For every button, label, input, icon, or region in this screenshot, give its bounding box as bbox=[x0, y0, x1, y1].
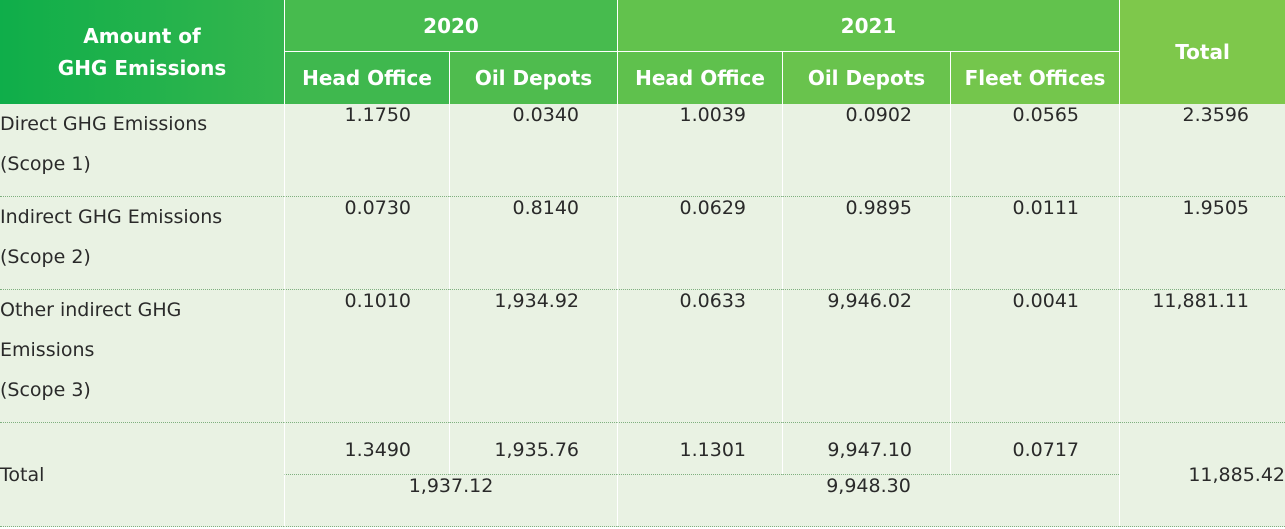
table-row-year-sums: 1,937.12 9,948.30 bbox=[0, 475, 1285, 527]
row-label-scope-1: Direct GHG Emissions (Scope 1) bbox=[0, 104, 284, 197]
cell-row-total: 11,881.11 bbox=[1119, 290, 1285, 423]
table-row-scope-3: Other indirect GHG Emissions (Scope 3) 0… bbox=[0, 290, 1285, 423]
table-row-scope-2: Indirect GHG Emissions (Scope 2) 0.0730 … bbox=[0, 197, 1285, 290]
header-year-2021: 2021 bbox=[617, 0, 1120, 52]
cell-2020-head-office: 0.1010 bbox=[284, 290, 449, 423]
header-label-line-1: Amount of bbox=[83, 24, 201, 48]
cell-2021-fleet-offices: 0.0111 bbox=[950, 197, 1120, 290]
cell-2021-fleet-offices: 0.0041 bbox=[950, 290, 1120, 423]
cell-2021-oil-depots: 0.9895 bbox=[782, 197, 951, 290]
row-label-line: Other indirect GHG bbox=[0, 299, 182, 321]
row-label-scope-2: Indirect GHG Emissions (Scope 2) bbox=[0, 197, 284, 290]
table-row-total: Total 1.3490 1,935.76 1.1301 9,947.10 0.… bbox=[0, 423, 1285, 527]
header-label-line-2: GHG Emissions bbox=[57, 56, 227, 80]
grand-total: 11,885.42 bbox=[1119, 423, 1285, 527]
cell-2021-oil-depots: 0.0902 bbox=[782, 104, 951, 197]
sum-2021: 9,948.30 bbox=[617, 475, 1120, 527]
total-2020-oil-depots: 1,935.76 bbox=[449, 423, 618, 475]
total-2021-fleet-offices: 0.0717 bbox=[950, 423, 1120, 475]
row-label-line: (Scope 1) bbox=[0, 153, 91, 175]
cell-2020-head-office: 1.1750 bbox=[284, 104, 449, 197]
cell-2020-oil-depots: 1,934.92 bbox=[449, 290, 618, 423]
total-2021-oil-depots: 9,947.10 bbox=[782, 423, 951, 475]
table-row-scope-1: Direct GHG Emissions (Scope 1) 1.1750 0.… bbox=[0, 104, 1285, 197]
sum-2020: 1,937.12 bbox=[284, 475, 618, 527]
row-label-line: Indirect GHG Emissions bbox=[0, 206, 223, 228]
table-header: Amount of GHG Emissions 2020 2021 Total … bbox=[0, 0, 1285, 104]
header-2020-head-office: Head Office bbox=[284, 52, 449, 104]
total-2020-head-office: 1.3490 bbox=[284, 423, 449, 475]
cell-row-total: 2.3596 bbox=[1119, 104, 1285, 197]
row-label-scope-3: Other indirect GHG Emissions (Scope 3) bbox=[0, 290, 284, 423]
cell-2021-oil-depots: 9,946.02 bbox=[782, 290, 951, 423]
header-2021-oil-depots: Oil Depots bbox=[782, 52, 951, 104]
cell-2021-head-office: 1.0039 bbox=[617, 104, 783, 197]
cell-2021-head-office: 0.0633 bbox=[617, 290, 783, 423]
row-label-line: Emissions bbox=[0, 339, 95, 361]
cell-row-total: 1.9505 bbox=[1119, 197, 1285, 290]
header-2020-oil-depots: Oil Depots bbox=[449, 52, 618, 104]
total-2021-head-office: 1.1301 bbox=[617, 423, 783, 475]
row-label-line: Direct GHG Emissions bbox=[0, 113, 208, 135]
cell-2020-oil-depots: 0.8140 bbox=[449, 197, 618, 290]
table-body: Direct GHG Emissions (Scope 1) 1.1750 0.… bbox=[0, 104, 1285, 527]
header-2021-head-office: Head Office bbox=[617, 52, 783, 104]
cell-2021-head-office: 0.0629 bbox=[617, 197, 783, 290]
row-label-line: (Scope 2) bbox=[0, 246, 91, 268]
header-total: Total bbox=[1119, 0, 1285, 104]
header-year-2020: 2020 bbox=[284, 0, 618, 52]
header-amount-of-ghg-emissions: Amount of GHG Emissions bbox=[0, 0, 284, 104]
cell-2021-fleet-offices: 0.0565 bbox=[950, 104, 1120, 197]
row-label-line: (Scope 3) bbox=[0, 379, 91, 401]
row-label-total: Total bbox=[0, 423, 284, 527]
cell-2020-head-office: 0.0730 bbox=[284, 197, 449, 290]
header-2021-fleet-offices: Fleet Offices bbox=[950, 52, 1120, 104]
cell-2020-oil-depots: 0.0340 bbox=[449, 104, 618, 197]
